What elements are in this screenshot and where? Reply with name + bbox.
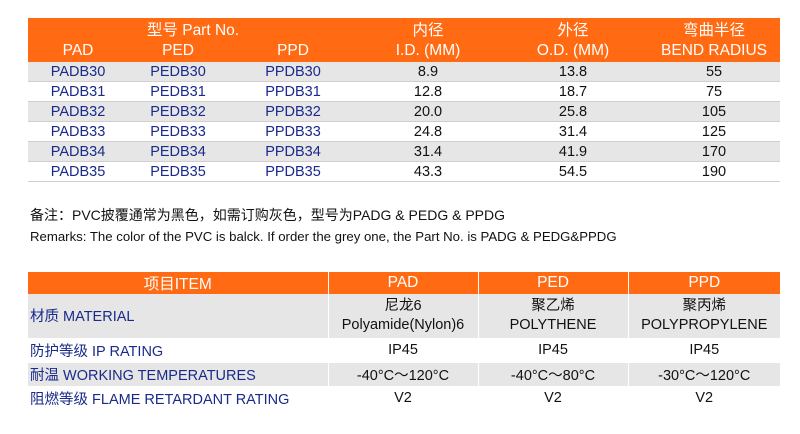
cell-od: 41.9 (498, 141, 649, 162)
cell-ppd: PPDB34 (228, 141, 359, 162)
row-label-temperatures: 耐温 WORKING TEMPERATURES (28, 362, 329, 387)
header-ppd: PPD (628, 272, 780, 294)
cell-pad: V2 (328, 386, 479, 411)
table-row: PADB31 PEDB31 PPDB31 12.8 18.7 75 (28, 81, 781, 102)
cell-bend: 170 (648, 141, 781, 162)
cell-id: 12.8 (358, 81, 499, 102)
header-od: O.D. (MM) (498, 40, 649, 62)
cell-od: 18.7 (498, 81, 649, 102)
cell-pad: PADB33 (28, 121, 128, 142)
cell-bend: 125 (648, 121, 781, 142)
cell-id: 8.9 (358, 62, 499, 82)
cell-ppd: PPDB35 (228, 161, 359, 182)
cell-ped: PEDB33 (128, 121, 228, 142)
cell-pad: PADB32 (28, 101, 128, 122)
header-id: I.D. (MM) (358, 40, 499, 62)
cell-bend: 105 (648, 101, 781, 122)
cell-pad: -40°C〜120°C (328, 362, 479, 387)
cell-bend: 55 (648, 62, 781, 82)
material-en: Polyamide(Nylon)6 (341, 316, 465, 333)
material-en: POLYPROPYLENE (641, 316, 768, 333)
header-ppd: PPD (228, 40, 359, 62)
cell-ped: 聚乙烯 POLYTHENE (478, 294, 629, 339)
table-header-row: 型号 Part No. 内径 外径 弯曲半径 (28, 18, 781, 40)
cell-ped: PEDB32 (128, 101, 228, 122)
cell-pad: 尼龙6 Polyamide(Nylon)6 (328, 294, 479, 339)
cell-ppd: PPDB31 (228, 81, 359, 102)
cell-ppd: 聚丙烯 POLYPROPYLENE (628, 294, 780, 339)
header-ped: PED (128, 40, 228, 62)
cell-ppd: PPDB32 (228, 101, 359, 122)
header-bend: BEND RADIUS (648, 40, 781, 62)
cell-ppd: IP45 (628, 338, 780, 363)
cell-ped: PEDB34 (128, 141, 228, 162)
cell-ped: -40°C〜80°C (478, 362, 629, 387)
cell-id: 24.8 (358, 121, 499, 142)
cell-ped: PEDB35 (128, 161, 228, 182)
header-pad: PAD (28, 40, 128, 62)
row-label-flame-rating: 阻燃等级 FLAME RETARDANT RATING (28, 386, 329, 411)
cell-pad: PADB34 (28, 141, 128, 162)
table-header-row: 项目ITEM PAD PED PPD (28, 272, 780, 294)
cell-pad: IP45 (328, 338, 479, 363)
table-row: 材质 MATERIAL 尼龙6 Polyamide(Nylon)6 聚乙烯 PO… (28, 294, 780, 339)
remarks-chinese: 备注：PVC披覆通常为黑色，如需订购灰色，型号为PADG & PEDG & PP… (30, 207, 506, 223)
cell-pad: PADB30 (28, 62, 128, 82)
cell-ppd: PPDB30 (228, 62, 359, 82)
material-cn: 聚乙烯 (531, 297, 575, 314)
material-cn: 尼龙6 (384, 297, 422, 314)
header-od-cn: 外径 (498, 18, 649, 40)
cell-bend: 75 (648, 81, 781, 102)
header-bend-cn: 弯曲半径 (648, 18, 781, 40)
header-ped: PED (478, 272, 629, 294)
table-row: PADB34 PEDB34 PPDB34 31.4 41.9 170 (28, 141, 781, 162)
cell-od: 13.8 (498, 62, 649, 82)
cell-ppd: -30°C〜120°C (628, 362, 780, 387)
row-label-ip-rating: 防护等级 IP RATING (28, 338, 329, 363)
spec-table-properties: 项目ITEM PAD PED PPD 材质 MATERIAL 尼龙6 Polya… (28, 272, 780, 411)
remarks-english: Remarks: The color of the PVC is balck. … (30, 229, 617, 244)
cell-ped: IP45 (478, 338, 629, 363)
cell-id: 31.4 (358, 141, 499, 162)
cell-bend: 190 (648, 161, 781, 182)
cell-ped: PEDB31 (128, 81, 228, 102)
material-en: POLYTHENE (509, 316, 597, 333)
table-row: 阻燃等级 FLAME RETARDANT RATING V2 V2 V2 (28, 386, 780, 411)
cell-ppd: PPDB33 (228, 121, 359, 142)
cell-id: 20.0 (358, 101, 499, 122)
material-cn: 聚丙烯 (682, 297, 727, 314)
header-part-no: 型号 Part No. (28, 18, 359, 40)
cell-id: 43.3 (358, 161, 499, 182)
cell-pad: PADB31 (28, 81, 128, 102)
table-row: 耐温 WORKING TEMPERATURES -40°C〜120°C -40°… (28, 362, 780, 387)
table-row: PADB32 PEDB32 PPDB32 20.0 25.8 105 (28, 101, 781, 122)
table-header-row: PAD PED PPD I.D. (MM) O.D. (MM) BEND RAD… (28, 40, 781, 62)
row-label-material: 材质 MATERIAL (28, 294, 329, 339)
cell-ped: PEDB30 (128, 62, 228, 82)
table-row: 防护等级 IP RATING IP45 IP45 IP45 (28, 338, 780, 363)
table-row: PADB35 PEDB35 PPDB35 43.3 54.5 190 (28, 161, 781, 182)
cell-ped: V2 (478, 386, 629, 411)
cell-od: 31.4 (498, 121, 649, 142)
header-pad: PAD (328, 272, 479, 294)
cell-od: 25.8 (498, 101, 649, 122)
table-row: PADB30 PEDB30 PPDB30 8.9 13.8 55 (28, 62, 781, 82)
table-row: PADB33 PEDB33 PPDB33 24.8 31.4 125 (28, 121, 781, 142)
cell-ppd: V2 (628, 386, 780, 411)
header-item: 项目ITEM (28, 272, 329, 294)
cell-pad: PADB35 (28, 161, 128, 182)
cell-od: 54.5 (498, 161, 649, 182)
header-id-cn: 内径 (358, 18, 499, 40)
spec-table-dimensions: 型号 Part No. 内径 外径 弯曲半径 PAD PED PPD I.D. … (28, 18, 781, 182)
